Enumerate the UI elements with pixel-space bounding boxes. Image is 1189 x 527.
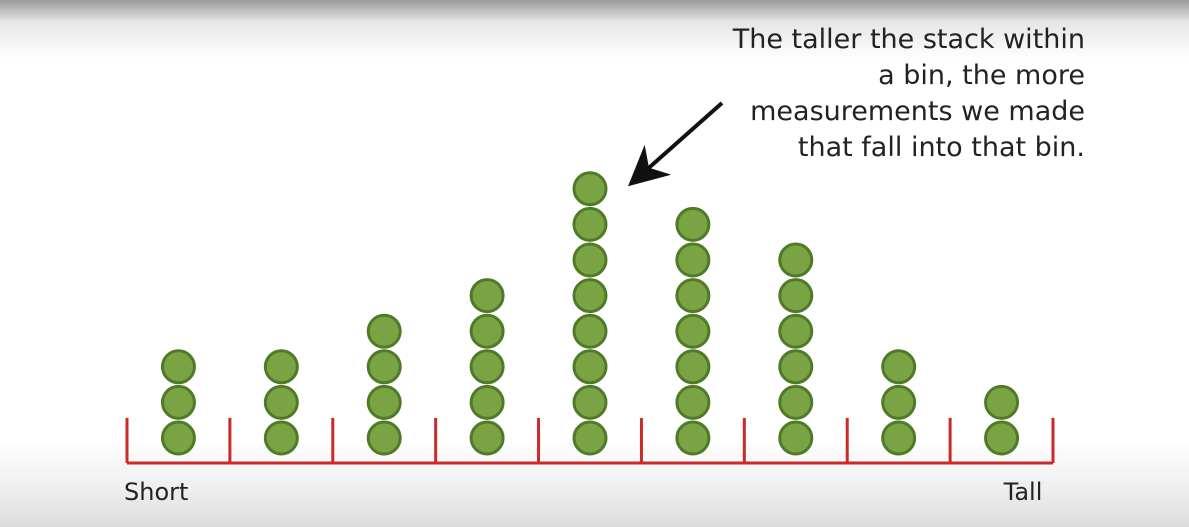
- dot: [881, 349, 917, 385]
- dot: [469, 349, 505, 385]
- dot: [366, 349, 402, 385]
- dot-stack: [778, 242, 814, 456]
- dot: [572, 313, 608, 349]
- dot: [263, 384, 299, 420]
- dot: [778, 278, 814, 314]
- annotation: The taller the stack within a bin, the m…: [732, 24, 1085, 163]
- dot: [675, 313, 711, 349]
- dot: [778, 242, 814, 278]
- dot: [778, 313, 814, 349]
- dot-stack: [263, 349, 299, 456]
- dot: [778, 420, 814, 456]
- dot: [675, 349, 711, 385]
- dot-stack: [469, 278, 505, 456]
- dot: [366, 313, 402, 349]
- dot: [881, 420, 917, 456]
- dot: [160, 420, 196, 456]
- dot: [572, 206, 608, 242]
- dot: [469, 420, 505, 456]
- dot: [984, 420, 1020, 456]
- dot: [778, 384, 814, 420]
- dot: [160, 349, 196, 385]
- dot: [469, 384, 505, 420]
- dot: [160, 384, 196, 420]
- dot: [366, 420, 402, 456]
- dot-stack: [675, 206, 711, 456]
- dot-stack: [160, 349, 196, 456]
- arrow: [628, 101, 724, 187]
- dot: [675, 242, 711, 278]
- dot-stack: [881, 349, 917, 456]
- dot: [263, 420, 299, 456]
- dot-stack: [984, 384, 1020, 456]
- dot-stack: [366, 313, 402, 456]
- dot: [572, 384, 608, 420]
- dot-stack: [572, 171, 608, 456]
- dot: [675, 420, 711, 456]
- dot: [572, 349, 608, 385]
- dot: [675, 278, 711, 314]
- dot: [675, 384, 711, 420]
- dot: [572, 171, 608, 207]
- dot: [572, 420, 608, 456]
- dot: [881, 384, 917, 420]
- dot: [572, 278, 608, 314]
- dot: [572, 242, 608, 278]
- x-axis-label: Tall: [1003, 478, 1043, 506]
- dot: [469, 278, 505, 314]
- dot: [366, 384, 402, 420]
- dot: [778, 349, 814, 385]
- dot: [675, 206, 711, 242]
- dot: [984, 384, 1020, 420]
- dot: [263, 349, 299, 385]
- dot: [469, 313, 505, 349]
- x-axis-label: Short: [124, 478, 188, 506]
